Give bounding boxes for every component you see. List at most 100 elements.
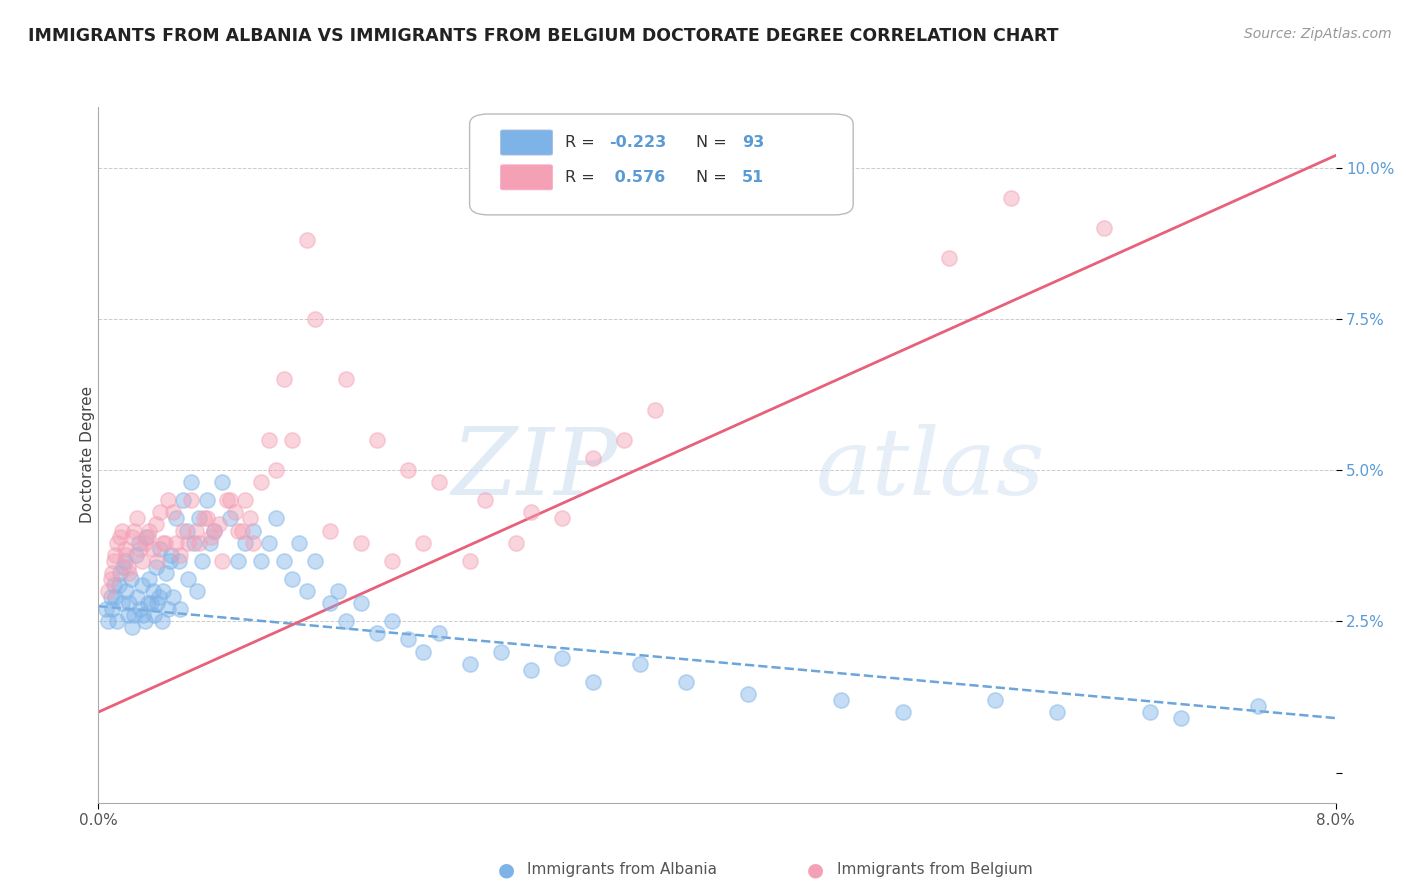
Point [108,566,131,580]
Point [180,493,202,508]
Point [226,524,249,538]
Point [200,530,222,544]
Text: R =: R = [565,135,600,150]
Point [97,584,120,599]
Point [129,541,152,556]
Point [101,566,124,580]
Text: 0.576: 0.576 [609,169,665,185]
Point [162,505,184,519]
Point [160,548,183,562]
FancyBboxPatch shape [470,114,853,215]
Point [489,644,512,658]
Point [165,535,187,549]
Text: ●: ● [498,860,515,880]
Point [131,554,153,568]
FancyBboxPatch shape [501,165,553,190]
Point [281,572,304,586]
Point [193,511,215,525]
Point [183,535,205,549]
Point [938,252,960,266]
Point [117,608,139,623]
Point [551,650,574,665]
Point [104,548,127,562]
Point [117,559,139,574]
Text: N =: N = [696,135,733,150]
Point [396,463,419,477]
Point [273,554,295,568]
Point [172,493,194,508]
Point [127,590,149,604]
Point [159,554,181,568]
Point [273,372,295,386]
Point [103,554,125,568]
Point [366,433,388,447]
Point [204,524,226,538]
Point [520,663,543,677]
Text: -0.223: -0.223 [609,135,666,150]
Point [520,505,543,519]
Point [103,578,125,592]
Point [281,433,304,447]
Point [141,541,165,556]
Point [224,505,246,519]
Text: R =: R = [565,169,600,185]
Point [505,535,527,549]
Point [319,596,342,610]
Point [100,590,122,604]
Point [211,475,233,490]
Point [169,602,191,616]
Point [582,450,605,465]
Text: Source: ZipAtlas.com: Source: ZipAtlas.com [1244,27,1392,41]
Point [118,596,141,610]
Point [97,615,120,629]
Text: atlas: atlas [815,424,1046,514]
Point [177,572,200,586]
Y-axis label: Doctorate Degree: Doctorate Degree [80,386,94,524]
Point [132,608,155,623]
Point [184,524,207,538]
Text: Immigrants from Albania: Immigrants from Albania [527,863,717,877]
Point [830,693,852,707]
Point [219,511,242,525]
Text: N =: N = [696,169,733,185]
Point [219,493,242,508]
Point [231,524,253,538]
Point [148,590,170,604]
Point [233,535,257,549]
Text: 51: 51 [742,169,763,185]
Point [335,372,357,386]
Point [111,596,132,610]
Point [242,535,264,549]
Point [176,524,198,538]
Point [165,511,187,525]
Point [582,674,605,689]
Point [412,535,434,549]
Point [162,590,184,604]
Point [114,541,136,556]
Point [195,511,218,525]
Point [128,535,150,549]
Point [381,615,404,629]
Point [297,233,319,247]
Point [157,493,180,508]
Point [167,554,190,568]
Text: IMMIGRANTS FROM ALBANIA VS IMMIGRANTS FROM BELGIUM DOCTORATE DEGREE CORRELATION : IMMIGRANTS FROM ALBANIA VS IMMIGRANTS FR… [28,27,1059,45]
Point [145,517,167,532]
FancyBboxPatch shape [501,130,553,155]
Point [129,602,152,616]
Point [136,530,159,544]
Point [458,657,481,671]
Point [118,566,141,580]
Point [134,535,156,549]
Point [155,566,177,580]
Point [297,584,319,599]
Point [891,705,914,719]
Point [111,524,132,538]
Point [152,584,174,599]
Point [350,535,373,549]
Point [458,554,481,568]
Point [204,524,226,538]
Text: ●: ● [807,860,824,880]
Point [257,433,280,447]
Point [1092,221,1115,235]
